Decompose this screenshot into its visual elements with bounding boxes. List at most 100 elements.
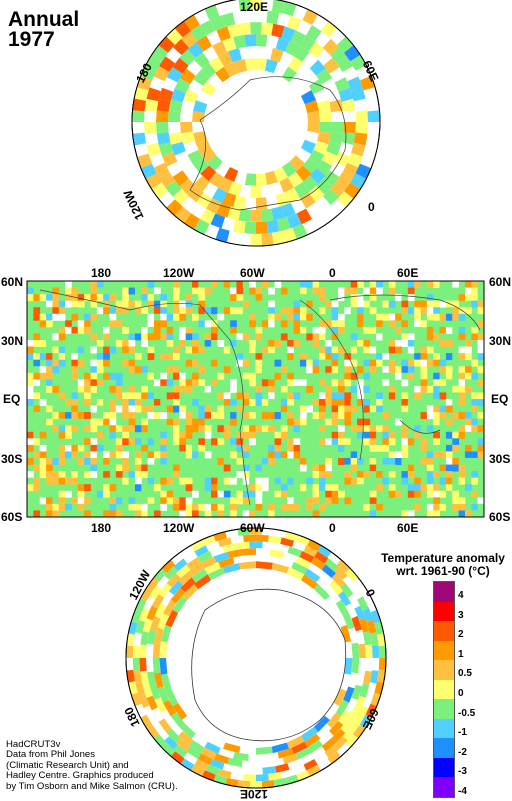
anomaly-cell bbox=[223, 458, 231, 465]
anomaly-cell bbox=[338, 379, 345, 387]
anomaly-cell bbox=[401, 431, 409, 439]
anomaly-cell bbox=[426, 281, 434, 288]
anomaly-cell bbox=[192, 313, 199, 321]
polar-anomaly-cell bbox=[286, 735, 305, 749]
anomaly-cell bbox=[464, 405, 472, 413]
polar-anomaly-cell bbox=[301, 139, 317, 154]
anomaly-cell bbox=[27, 379, 34, 387]
anomaly-cell bbox=[71, 399, 79, 406]
anomaly-cell bbox=[388, 431, 396, 439]
anomaly-cell bbox=[172, 464, 180, 472]
anomaly-cell bbox=[192, 372, 199, 380]
anomaly-cell bbox=[401, 471, 409, 479]
polar-anomaly-cell bbox=[256, 561, 273, 570]
anomaly-cell bbox=[84, 372, 91, 380]
anomaly-cell bbox=[109, 484, 117, 492]
polar-anomaly-cell bbox=[299, 550, 315, 563]
anomaly-cell bbox=[141, 399, 148, 406]
polar-anomaly-cell bbox=[153, 162, 170, 178]
anomaly-cell bbox=[395, 340, 402, 347]
anomaly-cell bbox=[274, 281, 282, 288]
anomaly-cell bbox=[249, 353, 256, 361]
color-bar-tick-label: 0.5 bbox=[458, 668, 472, 680]
wm-top-lon-0: 0 bbox=[329, 266, 336, 280]
anomaly-cell bbox=[452, 458, 460, 465]
anomaly-cell bbox=[280, 392, 288, 400]
anomaly-cell bbox=[192, 333, 199, 341]
polar-anomaly-cell bbox=[308, 149, 325, 165]
anomaly-cell bbox=[306, 366, 314, 374]
polar-anomaly-cell bbox=[286, 213, 302, 229]
anomaly-cell bbox=[160, 366, 168, 374]
anomaly-cell bbox=[52, 326, 60, 334]
anomaly-cell bbox=[363, 497, 371, 505]
anomaly-cell bbox=[39, 353, 47, 361]
anomaly-cell bbox=[160, 431, 168, 439]
anomaly-cell bbox=[198, 359, 206, 367]
polar-anomaly-cell bbox=[197, 550, 213, 563]
polar-anomaly-cell bbox=[345, 603, 358, 619]
anomaly-cell bbox=[198, 405, 206, 413]
polar-anomaly-cell bbox=[327, 751, 342, 764]
anomaly-cell bbox=[318, 471, 326, 479]
anomaly-cell bbox=[160, 477, 168, 485]
anomaly-cell bbox=[287, 399, 294, 406]
anomaly-cell bbox=[192, 379, 199, 387]
anomaly-cell bbox=[217, 405, 225, 413]
color-bar-segment bbox=[434, 738, 454, 758]
anomaly-cell bbox=[471, 451, 479, 459]
polar-anomaly-cell bbox=[355, 163, 372, 179]
anomaly-cell bbox=[325, 497, 333, 505]
anomaly-cell bbox=[325, 281, 333, 288]
anomaly-cell bbox=[185, 300, 193, 308]
anomaly-cell bbox=[115, 353, 123, 361]
anomaly-cell bbox=[274, 412, 282, 420]
polar-anomaly-cell bbox=[210, 15, 226, 31]
anomaly-cell bbox=[166, 497, 174, 505]
anomaly-cell bbox=[255, 425, 263, 433]
anomaly-cell bbox=[420, 484, 428, 492]
anomaly-cell bbox=[46, 346, 53, 354]
credits-line-3: (Climatic Research Unit) and bbox=[6, 759, 129, 771]
anomaly-cell bbox=[420, 281, 428, 288]
anomaly-cell bbox=[230, 307, 237, 315]
polar-anomaly-cell bbox=[355, 110, 368, 122]
polar-anomaly-cell bbox=[319, 110, 332, 122]
anomaly-cell bbox=[433, 510, 440, 517]
anomaly-cell bbox=[147, 353, 155, 361]
polar-anomaly-cell bbox=[162, 699, 177, 717]
north-polar-map bbox=[131, 0, 381, 247]
anomaly-cell bbox=[204, 372, 212, 380]
anomaly-cell bbox=[128, 307, 136, 315]
anomaly-cell bbox=[452, 353, 460, 361]
anomaly-cell bbox=[134, 444, 142, 452]
anomaly-cell bbox=[77, 451, 85, 459]
anomaly-cell bbox=[115, 300, 123, 308]
anomaly-cell bbox=[27, 477, 34, 485]
anomaly-cell bbox=[255, 444, 263, 452]
anomaly-cell bbox=[153, 510, 161, 517]
anomaly-cell bbox=[350, 503, 358, 511]
anomaly-cell bbox=[249, 340, 256, 347]
polar-anomaly-cell bbox=[321, 21, 338, 38]
polar-anomaly-cell bbox=[271, 206, 285, 221]
anomaly-cell bbox=[376, 353, 383, 361]
anomaly-cell bbox=[414, 477, 421, 485]
anomaly-cell bbox=[477, 418, 484, 426]
polar-anomaly-cell bbox=[354, 605, 366, 621]
polar-anomaly-cell bbox=[334, 736, 348, 750]
anomaly-cell bbox=[122, 497, 129, 505]
north-coastline bbox=[189, 76, 347, 211]
anomaly-cell bbox=[280, 458, 288, 465]
anomaly-cell bbox=[350, 464, 358, 472]
anomaly-cell bbox=[274, 313, 282, 321]
wm-bottom-lon-0: 0 bbox=[329, 521, 336, 535]
anomaly-cell bbox=[439, 281, 447, 288]
polar-anomaly-cell bbox=[308, 41, 325, 58]
anomaly-cell bbox=[198, 438, 206, 446]
anomaly-cell bbox=[166, 353, 174, 361]
anomaly-cell bbox=[420, 431, 428, 439]
anomaly-cell bbox=[401, 438, 409, 446]
polar-anomaly-cell bbox=[326, 712, 342, 729]
anomaly-cell bbox=[388, 346, 396, 354]
